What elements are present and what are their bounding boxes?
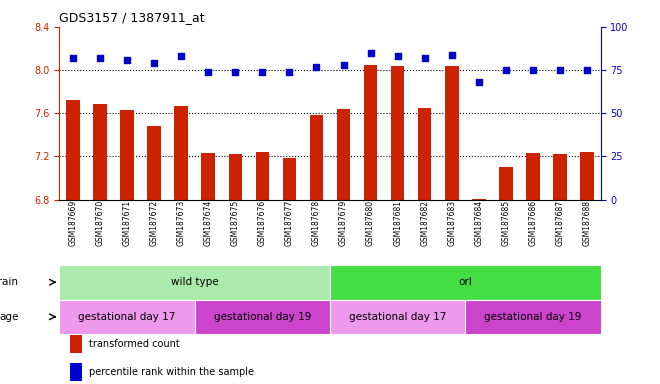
- Text: wild type: wild type: [171, 277, 218, 287]
- Text: GSM187674: GSM187674: [204, 200, 213, 246]
- Point: [257, 69, 268, 75]
- Bar: [330, 300, 465, 334]
- Bar: [526, 153, 540, 200]
- Text: GSM187684: GSM187684: [475, 200, 483, 246]
- Bar: [174, 106, 188, 200]
- Bar: [310, 116, 323, 200]
- Text: GDS3157 / 1387911_at: GDS3157 / 1387911_at: [59, 11, 205, 24]
- Point: [312, 63, 322, 70]
- Point: [95, 55, 106, 61]
- Text: GSM187672: GSM187672: [150, 200, 158, 246]
- Text: GSM187681: GSM187681: [393, 200, 402, 246]
- Bar: [70, 363, 82, 381]
- Text: GSM187677: GSM187677: [285, 200, 294, 246]
- Point: [420, 55, 430, 61]
- Point: [176, 53, 187, 59]
- Text: GSM187679: GSM187679: [339, 200, 348, 246]
- Point: [230, 69, 241, 75]
- Text: GSM187682: GSM187682: [420, 200, 429, 246]
- Text: GSM187688: GSM187688: [583, 200, 591, 246]
- Point: [392, 53, 403, 59]
- Point: [203, 69, 214, 75]
- Bar: [201, 153, 215, 200]
- Text: age: age: [0, 312, 18, 322]
- Bar: [147, 126, 161, 200]
- Text: percentile rank within the sample: percentile rank within the sample: [89, 367, 254, 377]
- Bar: [472, 199, 486, 200]
- Bar: [553, 154, 567, 200]
- Text: GSM187676: GSM187676: [258, 200, 267, 246]
- Text: transformed count: transformed count: [89, 339, 180, 349]
- Point: [447, 51, 457, 58]
- Bar: [418, 108, 432, 200]
- Point: [68, 55, 79, 61]
- Bar: [391, 66, 405, 200]
- Bar: [580, 152, 594, 200]
- Point: [501, 67, 512, 73]
- Text: GSM187671: GSM187671: [123, 200, 131, 246]
- Text: GSM187678: GSM187678: [312, 200, 321, 246]
- Bar: [282, 157, 296, 200]
- Text: gestational day 19: gestational day 19: [214, 312, 311, 322]
- Bar: [465, 300, 601, 334]
- Point: [366, 50, 376, 56]
- Bar: [59, 300, 195, 334]
- Bar: [499, 167, 513, 200]
- Bar: [195, 300, 330, 334]
- Bar: [330, 265, 601, 300]
- Text: GSM187685: GSM187685: [502, 200, 510, 246]
- Point: [121, 56, 132, 63]
- Text: GSM187687: GSM187687: [556, 200, 564, 246]
- Point: [339, 62, 349, 68]
- Text: gestational day 17: gestational day 17: [349, 312, 446, 322]
- Point: [149, 60, 160, 66]
- Text: GSM187683: GSM187683: [447, 200, 456, 246]
- Bar: [70, 335, 82, 353]
- Bar: [445, 66, 459, 200]
- Point: [582, 67, 593, 73]
- Text: GSM187670: GSM187670: [96, 200, 104, 246]
- Text: gestational day 19: gestational day 19: [484, 312, 581, 322]
- Point: [284, 69, 295, 75]
- Bar: [59, 265, 330, 300]
- Text: GSM187686: GSM187686: [529, 200, 537, 246]
- Text: gestational day 17: gestational day 17: [79, 312, 176, 322]
- Text: orl: orl: [459, 277, 472, 287]
- Bar: [337, 109, 350, 200]
- Bar: [93, 104, 107, 200]
- Point: [474, 79, 484, 85]
- Bar: [120, 110, 134, 200]
- Text: GSM187675: GSM187675: [231, 200, 240, 246]
- Text: GSM187669: GSM187669: [69, 200, 77, 246]
- Text: strain: strain: [0, 277, 18, 287]
- Bar: [255, 152, 269, 200]
- Bar: [228, 154, 242, 200]
- Bar: [66, 100, 80, 200]
- Text: GSM187680: GSM187680: [366, 200, 375, 246]
- Point: [554, 67, 565, 73]
- Point: [528, 67, 539, 73]
- Bar: [364, 65, 378, 200]
- Text: GSM187673: GSM187673: [177, 200, 185, 246]
